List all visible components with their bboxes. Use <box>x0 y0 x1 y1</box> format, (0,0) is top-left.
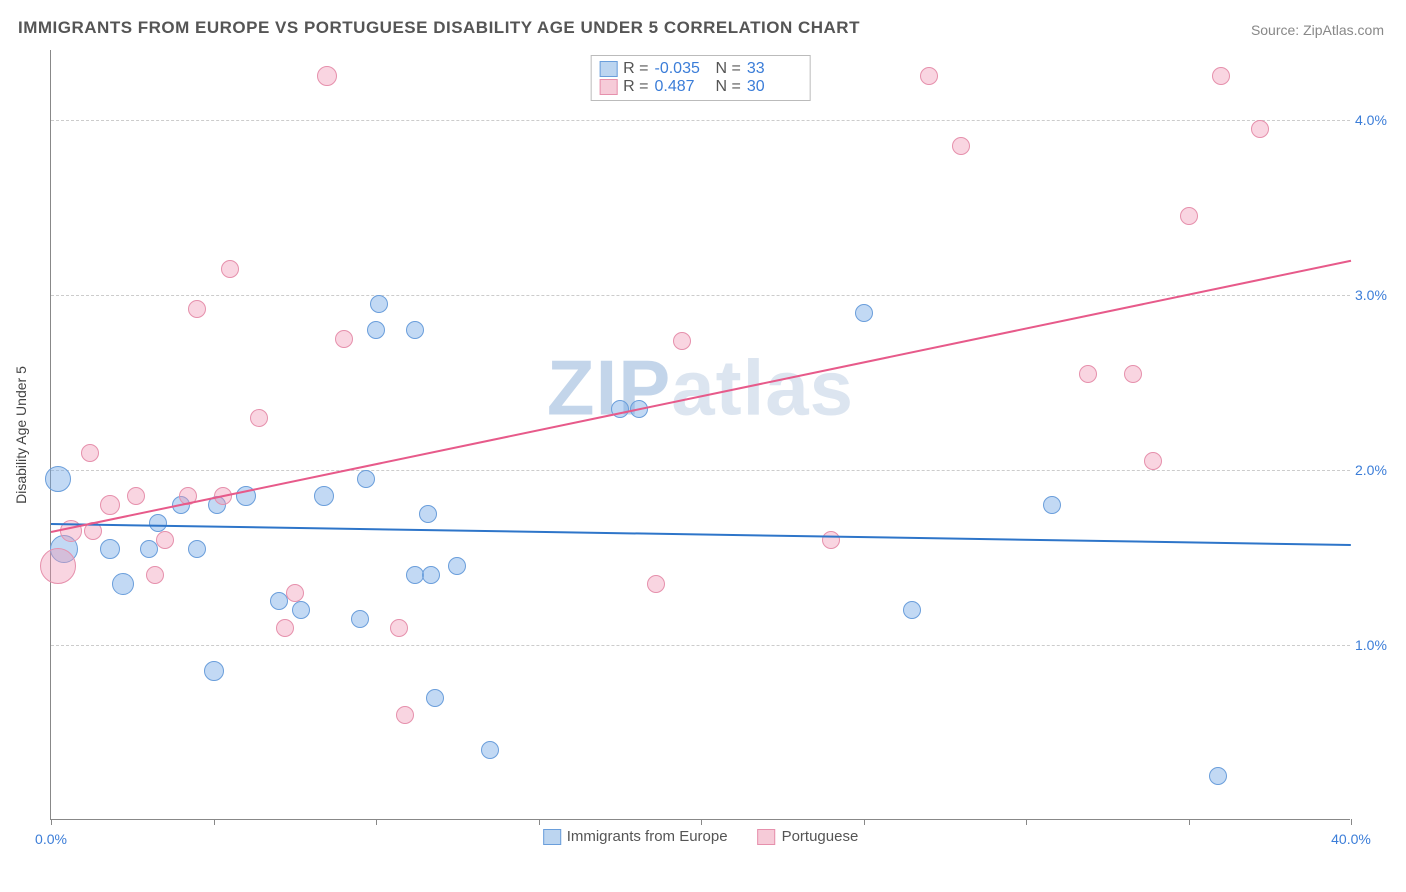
legend-item-portuguese: Portuguese <box>758 828 859 845</box>
scatter-point-europe <box>855 304 873 322</box>
scatter-point-europe <box>406 321 424 339</box>
ytick-label: 3.0% <box>1355 287 1400 303</box>
scatter-point-europe <box>270 592 288 610</box>
scatter-point-europe <box>204 661 224 681</box>
stat-n-value-portuguese: 30 <box>747 78 802 96</box>
plot-area: ZIPatlas Disability Age Under 5 1.0%2.0%… <box>50 50 1350 820</box>
stats-row-europe: R = -0.035 N = 33 <box>599 60 802 78</box>
watermark: ZIPatlas <box>547 343 854 434</box>
scatter-point-europe <box>1209 767 1227 785</box>
scatter-point-portuguese <box>1180 207 1198 225</box>
xtick-mark <box>1026 819 1027 825</box>
scatter-point-europe <box>426 689 444 707</box>
stat-r-label: R = <box>623 60 648 78</box>
scatter-point-portuguese <box>146 566 164 584</box>
trend-line-europe <box>51 523 1351 546</box>
xtick-mark <box>1189 819 1190 825</box>
swatch-europe <box>599 61 617 77</box>
ytick-label: 2.0% <box>1355 462 1400 478</box>
xtick-label: 40.0% <box>1331 831 1371 847</box>
scatter-point-europe <box>419 505 437 523</box>
gridline-h <box>51 295 1350 296</box>
stat-r-value-portuguese: 0.487 <box>655 78 710 96</box>
scatter-point-portuguese <box>81 444 99 462</box>
legend-swatch-europe <box>543 829 561 845</box>
scatter-point-europe <box>481 741 499 759</box>
legend-label-europe: Immigrants from Europe <box>567 828 728 845</box>
xtick-mark <box>376 819 377 825</box>
xtick-mark <box>701 819 702 825</box>
legend-swatch-portuguese <box>758 829 776 845</box>
legend-item-europe: Immigrants from Europe <box>543 828 728 845</box>
scatter-point-portuguese <box>673 332 691 350</box>
xtick-mark <box>539 819 540 825</box>
scatter-point-portuguese <box>1124 365 1142 383</box>
scatter-point-portuguese <box>127 487 145 505</box>
ytick-label: 1.0% <box>1355 637 1400 653</box>
scatter-point-portuguese <box>1251 120 1269 138</box>
scatter-point-portuguese <box>647 575 665 593</box>
xtick-mark <box>51 819 52 825</box>
trend-line-portuguese <box>51 260 1351 533</box>
scatter-point-portuguese <box>1144 452 1162 470</box>
scatter-point-europe <box>903 601 921 619</box>
scatter-point-europe <box>188 540 206 558</box>
scatter-point-portuguese <box>396 706 414 724</box>
gridline-h <box>51 120 1350 121</box>
xtick-mark <box>214 819 215 825</box>
scatter-point-europe <box>149 514 167 532</box>
stat-n-label: N = <box>716 60 741 78</box>
scatter-point-europe <box>367 321 385 339</box>
scatter-point-europe <box>1043 496 1061 514</box>
stats-legend-box: R = -0.035 N = 33 R = 0.487 N = 30 <box>590 55 811 101</box>
stats-row-portuguese: R = 0.487 N = 30 <box>599 78 802 96</box>
source-label: Source: ZipAtlas.com <box>1251 22 1384 38</box>
stat-n-label: N = <box>716 78 741 96</box>
scatter-point-portuguese <box>317 66 337 86</box>
scatter-point-europe <box>140 540 158 558</box>
gridline-h <box>51 470 1350 471</box>
ytick-label: 4.0% <box>1355 112 1400 128</box>
scatter-point-portuguese <box>390 619 408 637</box>
scatter-point-europe <box>314 486 334 506</box>
xtick-mark <box>864 819 865 825</box>
scatter-point-europe <box>422 566 440 584</box>
scatter-point-portuguese <box>952 137 970 155</box>
scatter-point-portuguese <box>335 330 353 348</box>
scatter-point-portuguese <box>188 300 206 318</box>
scatter-point-europe <box>112 573 134 595</box>
scatter-point-portuguese <box>1079 365 1097 383</box>
stat-n-value-europe: 33 <box>747 60 802 78</box>
scatter-point-portuguese <box>276 619 294 637</box>
watermark-prefix: ZIP <box>547 344 671 432</box>
scatter-point-portuguese <box>920 67 938 85</box>
gridline-h <box>51 645 1350 646</box>
scatter-point-europe <box>100 539 120 559</box>
scatter-point-europe <box>292 601 310 619</box>
stat-r-value-europe: -0.035 <box>655 60 710 78</box>
scatter-point-europe <box>370 295 388 313</box>
scatter-point-portuguese <box>221 260 239 278</box>
legend-label-portuguese: Portuguese <box>782 828 859 845</box>
scatter-point-portuguese <box>40 548 76 584</box>
xtick-label: 0.0% <box>35 831 67 847</box>
bottom-legend: Immigrants from Europe Portuguese <box>543 828 859 845</box>
y-axis-title: Disability Age Under 5 <box>13 366 29 504</box>
scatter-point-europe <box>357 470 375 488</box>
scatter-point-portuguese <box>286 584 304 602</box>
scatter-point-portuguese <box>1212 67 1230 85</box>
scatter-point-portuguese <box>100 495 120 515</box>
chart-title: IMMIGRANTS FROM EUROPE VS PORTUGUESE DIS… <box>18 18 860 38</box>
scatter-point-europe <box>448 557 466 575</box>
stat-r-label: R = <box>623 78 648 96</box>
scatter-point-portuguese <box>156 531 174 549</box>
scatter-point-portuguese <box>822 531 840 549</box>
xtick-mark <box>1351 819 1352 825</box>
watermark-suffix: atlas <box>671 344 854 432</box>
scatter-point-portuguese <box>250 409 268 427</box>
scatter-point-europe <box>45 466 71 492</box>
scatter-point-europe <box>351 610 369 628</box>
swatch-portuguese <box>599 79 617 95</box>
